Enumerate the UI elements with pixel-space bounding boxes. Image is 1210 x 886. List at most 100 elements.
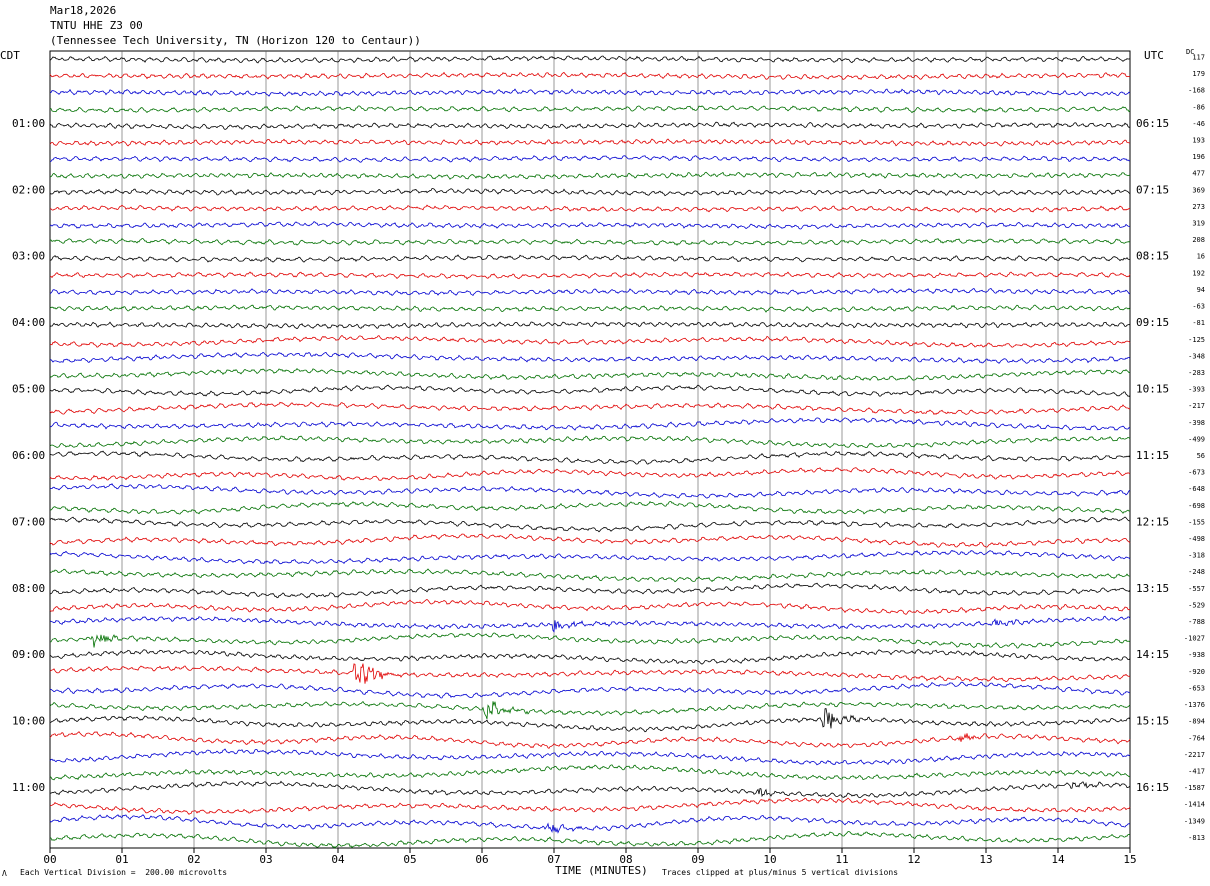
x-axis-title: TIME (MINUTES) (555, 864, 648, 877)
dc-label: DC (1186, 48, 1195, 56)
dc-offset-label: 196 (1192, 153, 1205, 161)
y-tick-label-cdt: 03:00 (12, 250, 45, 263)
seismic-trace (49, 707, 1131, 733)
dc-offset-label: 273 (1192, 203, 1205, 211)
seismic-trace (49, 450, 1131, 465)
seismic-trace (49, 321, 1131, 330)
footer-scale-note: Each Vertical Division = 200.00 microvol… (20, 868, 228, 877)
dc-offset-label: -417 (1188, 767, 1205, 775)
seismic-trace (49, 649, 1131, 665)
dc-offset-label: -217 (1188, 402, 1205, 410)
dc-offset-label: -653 (1188, 684, 1205, 692)
dc-offset-label: 319 (1192, 220, 1205, 228)
dc-offset-label: -248 (1188, 568, 1205, 576)
dc-offset-label: -86 (1192, 103, 1205, 111)
dc-offset-label: 179 (1192, 70, 1205, 78)
y-tick-label-utc: 14:15 (1136, 648, 1169, 661)
dc-offset-label: -46 (1192, 120, 1205, 128)
footer-clip-note: Traces clipped at plus/minus 5 vertical … (662, 868, 899, 877)
dc-offset-label: -938 (1188, 651, 1205, 659)
y-tick-label-utc: 07:15 (1136, 183, 1169, 196)
x-tick-label: 07 (547, 853, 560, 866)
seismic-trace (49, 121, 1131, 130)
seismic-trace (50, 632, 1131, 649)
seismic-trace (49, 748, 1131, 766)
x-tick-label: 04 (331, 853, 345, 866)
y-tick-label-cdt: 10:00 (12, 715, 45, 728)
seismic-trace (49, 797, 1131, 815)
seismic-trace (49, 367, 1131, 381)
y-tick-label-utc: 13:15 (1136, 582, 1169, 595)
seismic-trace (49, 831, 1131, 849)
x-tick-label: 05 (403, 853, 416, 866)
dc-offset-label: 94 (1197, 286, 1205, 294)
y-tick-label-cdt: 11:00 (12, 781, 45, 794)
x-tick-label: 09 (691, 853, 704, 866)
seismic-trace (49, 271, 1131, 280)
x-tick-label: 00 (43, 853, 56, 866)
seismic-trace (49, 483, 1131, 499)
footer-mark: Λ (2, 869, 7, 878)
x-tick-label: 10 (763, 853, 776, 866)
seismic-trace (49, 351, 1131, 364)
dc-offset-label: -648 (1188, 485, 1205, 493)
y-tick-label-cdt: 01:00 (12, 117, 45, 130)
dc-offset-label: -499 (1188, 435, 1205, 443)
y-tick-label-utc: 12:15 (1136, 515, 1169, 528)
seismic-trace (49, 288, 1131, 296)
dc-offset-label: -1587 (1184, 784, 1205, 792)
y-tick-label-cdt: 09:00 (12, 648, 45, 661)
seismic-trace (49, 533, 1131, 548)
seismic-trace (49, 549, 1131, 565)
y-tick-label-utc: 16:15 (1136, 781, 1169, 794)
seismic-trace (49, 501, 1131, 515)
x-tick-label: 14 (1051, 853, 1065, 866)
dc-offset-label: -1027 (1184, 635, 1205, 643)
dc-offset-label: 56 (1197, 452, 1205, 460)
x-tick-label: 12 (907, 853, 920, 866)
dc-offset-label: -894 (1188, 718, 1205, 726)
y-tick-label-cdt: 04:00 (12, 316, 45, 329)
dc-offset-label: -318 (1188, 552, 1205, 560)
seismic-trace (49, 615, 1131, 633)
y-tick-label-cdt: 07:00 (12, 515, 45, 528)
seismic-trace (49, 663, 1131, 684)
x-tick-label: 08 (619, 853, 632, 866)
seismic-trace (49, 516, 1131, 533)
seismic-trace (49, 254, 1131, 263)
seismic-trace (49, 334, 1131, 348)
right-timezone-label: UTC (1144, 49, 1164, 62)
seismic-trace (49, 467, 1131, 481)
seismic-trace (49, 384, 1131, 398)
dc-offset-label: 192 (1192, 269, 1205, 277)
seismic-trace (49, 105, 1131, 114)
y-tick-label-cdt: 02:00 (12, 183, 45, 196)
y-tick-label-cdt: 08:00 (12, 582, 45, 595)
y-tick-label-utc: 15:15 (1136, 715, 1169, 728)
dc-offset-label: -557 (1188, 585, 1205, 593)
dc-offset-label: -155 (1188, 518, 1205, 526)
seismic-trace (49, 71, 1131, 81)
left-timezone-label: CDT (0, 49, 20, 62)
seismic-trace (49, 568, 1131, 583)
dc-offset-label: -788 (1188, 618, 1205, 626)
dc-offset-label: -168 (1188, 87, 1205, 95)
dc-offset-label: -81 (1192, 319, 1205, 327)
header-date: Mar18,2026 (50, 4, 117, 17)
seismic-trace (49, 814, 1131, 834)
seismic-trace (49, 171, 1131, 180)
y-tick-label-utc: 10:15 (1136, 383, 1169, 396)
dc-offset-label: -813 (1188, 834, 1205, 842)
seismic-trace (49, 417, 1131, 431)
dc-offset-label: 117 (1192, 53, 1205, 61)
dc-offset-label: 369 (1192, 186, 1205, 194)
seismic-trace (49, 764, 1131, 781)
dc-offset-label: -920 (1188, 668, 1205, 676)
header-station: TNTU HHE Z3 00 (50, 19, 143, 32)
x-tick-label: 03 (259, 853, 272, 866)
dc-offset-label: 477 (1192, 170, 1205, 178)
dc-offset-label: -283 (1188, 369, 1205, 377)
seismic-trace (49, 221, 1130, 230)
y-tick-label-cdt: 05:00 (12, 383, 45, 396)
